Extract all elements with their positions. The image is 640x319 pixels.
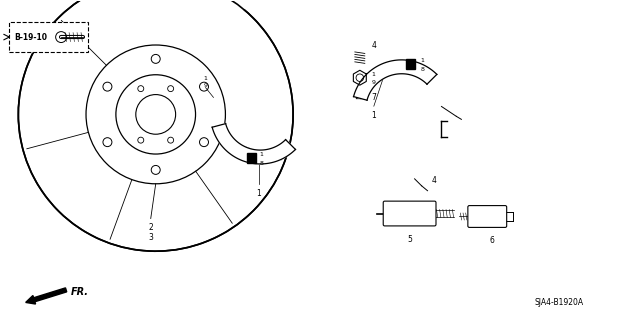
Text: 6: 6	[490, 236, 495, 245]
Polygon shape	[353, 70, 366, 85]
Text: SJA4-B1920A: SJA4-B1920A	[534, 298, 584, 307]
Text: B-19-10: B-19-10	[14, 33, 47, 41]
Text: 3: 3	[148, 234, 153, 242]
Polygon shape	[353, 60, 437, 100]
Text: 1: 1	[259, 152, 263, 157]
Text: 8: 8	[420, 67, 424, 72]
Polygon shape	[212, 124, 296, 164]
Text: 8: 8	[259, 160, 263, 166]
Text: 9: 9	[372, 80, 376, 85]
Text: 7: 7	[372, 93, 377, 102]
Text: 1: 1	[204, 76, 207, 81]
Text: 4: 4	[431, 176, 436, 185]
FancyBboxPatch shape	[468, 205, 507, 227]
FancyBboxPatch shape	[10, 22, 88, 52]
Bar	[247, 153, 256, 163]
FancyArrow shape	[26, 288, 67, 304]
Text: 9: 9	[204, 83, 207, 87]
Text: 1: 1	[256, 189, 261, 198]
Text: 2: 2	[148, 223, 153, 233]
Text: 1: 1	[371, 111, 376, 120]
Text: 1: 1	[420, 58, 424, 63]
Text: 4: 4	[372, 41, 377, 50]
Bar	[406, 59, 415, 69]
Text: FR.: FR.	[71, 287, 89, 297]
Text: 5: 5	[407, 235, 412, 244]
Text: 1: 1	[372, 72, 376, 77]
FancyBboxPatch shape	[383, 201, 436, 226]
